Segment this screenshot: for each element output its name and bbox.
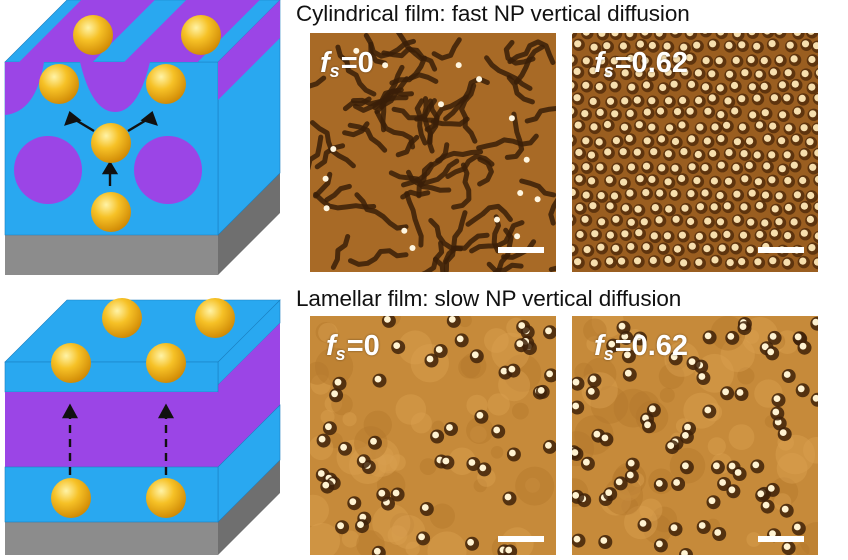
buried-cylinder-right [134, 136, 202, 204]
fs-label: fs=0.62 [594, 47, 689, 81]
fs-label: fs=0.62 [594, 330, 689, 364]
cylindrical-title: Cylindrical film: fast NP vertical diffu… [296, 1, 690, 26]
afm-cylindrical-fs062: fs=0.62 [572, 33, 818, 272]
afm-cylindrical-fs0: fs=0 [310, 33, 556, 272]
fs-label: fs=0 [326, 330, 380, 364]
afm-lamellar-fs062: fs=0.62 [572, 316, 818, 555]
lam-front-top [4, 361, 219, 393]
scale-bar [498, 536, 544, 542]
dashed-arrows [61, 403, 175, 475]
lam-side-mid [218, 323, 280, 467]
diffusion-arrows [64, 111, 158, 186]
substrate-side [218, 173, 280, 275]
buried-cylinder-left [14, 136, 82, 204]
lam-front-bot [4, 466, 219, 523]
front-cylinder-cap-mid [80, 62, 150, 112]
fs-label: fs=0 [320, 47, 374, 81]
lamellar-title: Lamellar film: slow NP vertical diffusio… [296, 286, 682, 311]
scale-bar [498, 247, 544, 253]
front-cylinder-cap-left [5, 62, 44, 115]
lam-nanoparticles [51, 298, 235, 518]
lamellar-schematic [4, 298, 281, 555]
nanoparticles [39, 15, 221, 232]
cylindrical-schematic [4, 0, 281, 275]
side-cylinder [218, 0, 280, 100]
scale-bar [758, 536, 804, 542]
lam-front-mid [5, 392, 218, 467]
substrate-front [5, 235, 218, 275]
afm-lamellar-fs0: fs=0 [310, 316, 556, 555]
scale-bar [758, 247, 804, 253]
